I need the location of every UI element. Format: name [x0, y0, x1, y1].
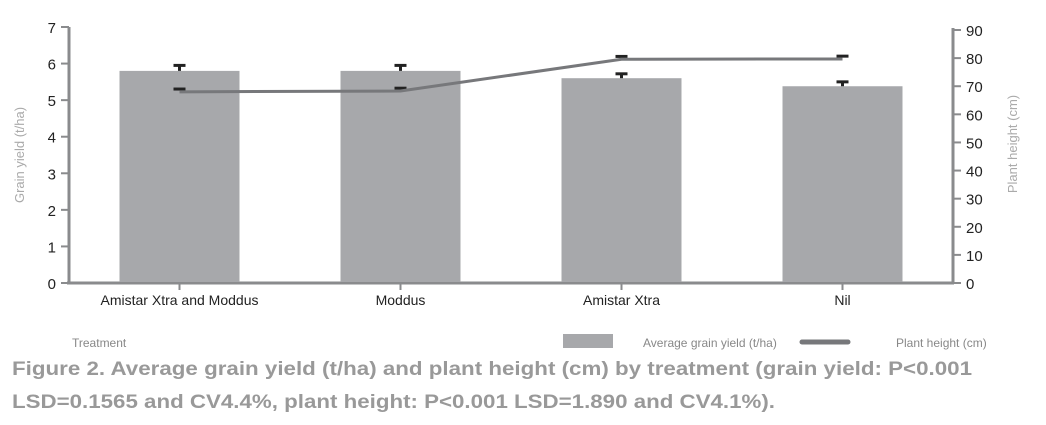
bar	[340, 70, 461, 282]
y-tick-label: 4	[48, 130, 56, 147]
y-tick-label: 6	[48, 57, 56, 74]
x-tick-label: Amistar Xtra and Moddus	[101, 292, 259, 308]
y-axis-label: Grain yield (t/ha)	[12, 107, 27, 203]
y2-tick-label: 0	[966, 276, 974, 293]
x-tick-label: Nil	[834, 292, 850, 308]
y-tick-label: 0	[48, 276, 56, 293]
y2-tick-label: 40	[966, 164, 983, 181]
bar	[561, 78, 682, 282]
legend-label-line: Plant height (cm)	[896, 336, 987, 350]
legend-label-bar: Average grain yield (t/ha)	[643, 336, 777, 350]
y2-tick-label: 80	[966, 51, 983, 68]
y2-tick-label: 60	[966, 107, 983, 124]
bar	[119, 70, 240, 282]
x-tick-label: Moddus	[376, 292, 426, 308]
y-tick-label: 2	[48, 203, 56, 220]
legend-swatch-bar	[563, 334, 613, 348]
y-tick-label: 7	[48, 20, 56, 37]
bars	[119, 63, 903, 282]
y2-tick-label: 10	[966, 248, 983, 265]
legend: Average grain yield (t/ha) Plant height …	[563, 334, 987, 350]
x-axis-label: Treatment	[72, 336, 127, 350]
plant-height-line	[179, 57, 843, 94]
bar	[782, 86, 903, 282]
y-tick-label: 3	[48, 166, 56, 183]
y-tick-label: 1	[48, 239, 56, 256]
line-series	[173, 54, 849, 94]
y2-tick-label: 90	[966, 23, 983, 40]
caption-line-1: Figure 2. Average grain yield (t/ha) and…	[12, 359, 972, 380]
x-tick-label: Amistar Xtra	[583, 292, 660, 308]
y2-tick-label: 30	[966, 192, 983, 209]
y-tick-label: 5	[48, 93, 56, 110]
y2-tick-label: 70	[966, 79, 983, 96]
y2-tick-label: 20	[966, 220, 983, 237]
caption-line-2: LSD=0.1565 and CV4.4%, plant height: P<0…	[12, 392, 775, 413]
y2-tick-label: 50	[966, 135, 983, 152]
y2-axis-label: Plant height (cm)	[1005, 95, 1020, 193]
